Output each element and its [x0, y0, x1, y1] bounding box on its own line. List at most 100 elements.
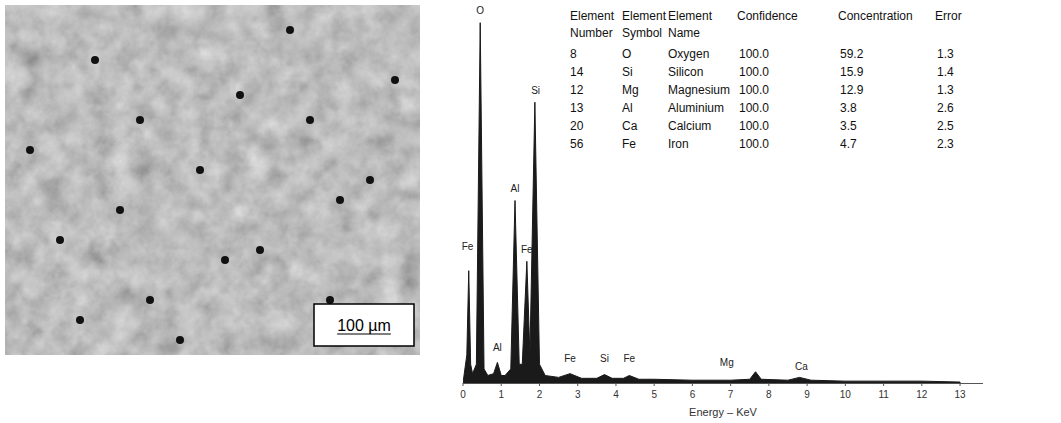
header-line: Name: [668, 26, 700, 40]
pore: [326, 296, 334, 304]
header-line: Number: [570, 26, 613, 40]
x-axis-title: Energy – KeV: [689, 406, 758, 418]
x-tick-label: 12: [916, 389, 928, 400]
scale-bar-underline: [337, 333, 391, 334]
table-cell: 2.6: [937, 101, 954, 115]
pore: [236, 91, 244, 99]
peak-label: Al: [493, 342, 502, 353]
column-header: ElementNumber: [570, 9, 615, 40]
pore: [76, 316, 84, 324]
header-line: Symbol: [622, 26, 662, 40]
pore: [116, 206, 124, 214]
table-cell: 1.4: [937, 65, 954, 79]
header-line: Element: [668, 9, 713, 23]
table-cell: 3.8: [840, 101, 857, 115]
table-cell: 8: [570, 47, 577, 61]
table-cell: 59.2: [840, 47, 864, 61]
x-tick: [883, 383, 884, 386]
table-cell: 14: [570, 65, 584, 79]
table-cell: 100.0: [739, 101, 769, 115]
table-cell: Iron: [668, 137, 689, 151]
pore: [56, 236, 64, 244]
x-tick-label: 6: [690, 389, 696, 400]
table-cell: 100.0: [739, 119, 769, 133]
pore: [256, 246, 264, 254]
table-cell: 56: [570, 137, 584, 151]
scale-bar-box: [314, 304, 414, 346]
x-tick: [807, 383, 808, 386]
x-tick-label: 11: [878, 389, 889, 400]
pore: [366, 176, 374, 184]
x-tick: [921, 383, 922, 386]
pore: [196, 166, 204, 174]
peak-label: O: [476, 5, 484, 16]
pore: [91, 56, 99, 64]
x-tick: [501, 383, 502, 386]
x-tick-label: 3: [575, 389, 581, 400]
table-cell: 100.0: [739, 65, 769, 79]
x-tick: [692, 383, 693, 386]
header-line: Confidence: [737, 9, 798, 23]
column-header: Error: [935, 9, 962, 23]
column-header: Element Symbol: [622, 9, 667, 40]
table-cell: 1.3: [937, 47, 954, 61]
scale-bar-label: 100 µm: [337, 317, 391, 334]
x-tick-label: 1: [498, 389, 504, 400]
table-cell: 100.0: [739, 137, 769, 151]
pore: [176, 336, 184, 344]
peak-label: Fe: [564, 353, 576, 364]
x-tick: [615, 383, 616, 386]
table-cell: 12: [570, 83, 584, 97]
table-cell: O: [622, 47, 631, 61]
table-cell: 2.5: [937, 119, 954, 133]
table-cell: 15.9: [840, 65, 864, 79]
table-cell: 1.3: [937, 83, 954, 97]
peak-label: Mg: [720, 357, 734, 368]
table-cell: Fe: [622, 137, 636, 151]
x-tick: [845, 383, 846, 386]
micrograph: 100 µm: [5, 5, 420, 355]
x-axis: 012345678910111213Energy – KeV: [460, 383, 983, 418]
x-tick: [730, 383, 731, 386]
column-header: Element Name: [668, 9, 713, 40]
x-tick: [577, 383, 578, 386]
x-tick: [960, 383, 961, 386]
pore: [221, 256, 229, 264]
table-cell: Si: [622, 65, 633, 79]
x-tick: [539, 383, 540, 386]
table-cell: Al: [622, 101, 633, 115]
x-tick-label: 8: [766, 389, 772, 400]
table-cell: 12.9: [840, 83, 864, 97]
table-cell: Mg: [622, 83, 639, 97]
pore: [336, 196, 344, 204]
table-cell: 3.5: [840, 119, 857, 133]
pore: [391, 76, 399, 84]
header-line: Error: [935, 9, 962, 23]
table-cell: 4.7: [840, 137, 857, 151]
table-cell: 13: [570, 101, 584, 115]
pore: [26, 146, 34, 154]
table-cell: Oxygen: [668, 47, 709, 61]
figure: 100 µm012345678910111213Energy – KeVFeOA…: [0, 0, 1061, 423]
header-line: Concentration: [838, 9, 913, 23]
x-tick-label: 0: [460, 389, 466, 400]
x-tick: [768, 383, 769, 386]
x-tick-label: 10: [840, 389, 852, 400]
table-cell: Aluminium: [668, 101, 724, 115]
x-tick-label: 13: [954, 389, 966, 400]
micrograph-texture: [5, 5, 420, 355]
x-axis-line: [463, 383, 983, 384]
table-cell: 20: [570, 119, 584, 133]
peak-labels: FeOAlAlFeSiFeSiFeMgCa: [462, 5, 808, 372]
peak-label: Fe: [462, 241, 474, 252]
x-tick-label: 5: [651, 389, 657, 400]
header-line: Element: [622, 9, 667, 23]
table-cell: Magnesium: [668, 83, 730, 97]
peak-label: Fe: [623, 353, 635, 364]
spectrum: [463, 23, 960, 383]
table-cell: Silicon: [668, 65, 703, 79]
pore: [306, 116, 314, 124]
peak-label: Si: [600, 353, 609, 364]
pore: [146, 296, 154, 304]
x-tick-label: 4: [613, 389, 619, 400]
